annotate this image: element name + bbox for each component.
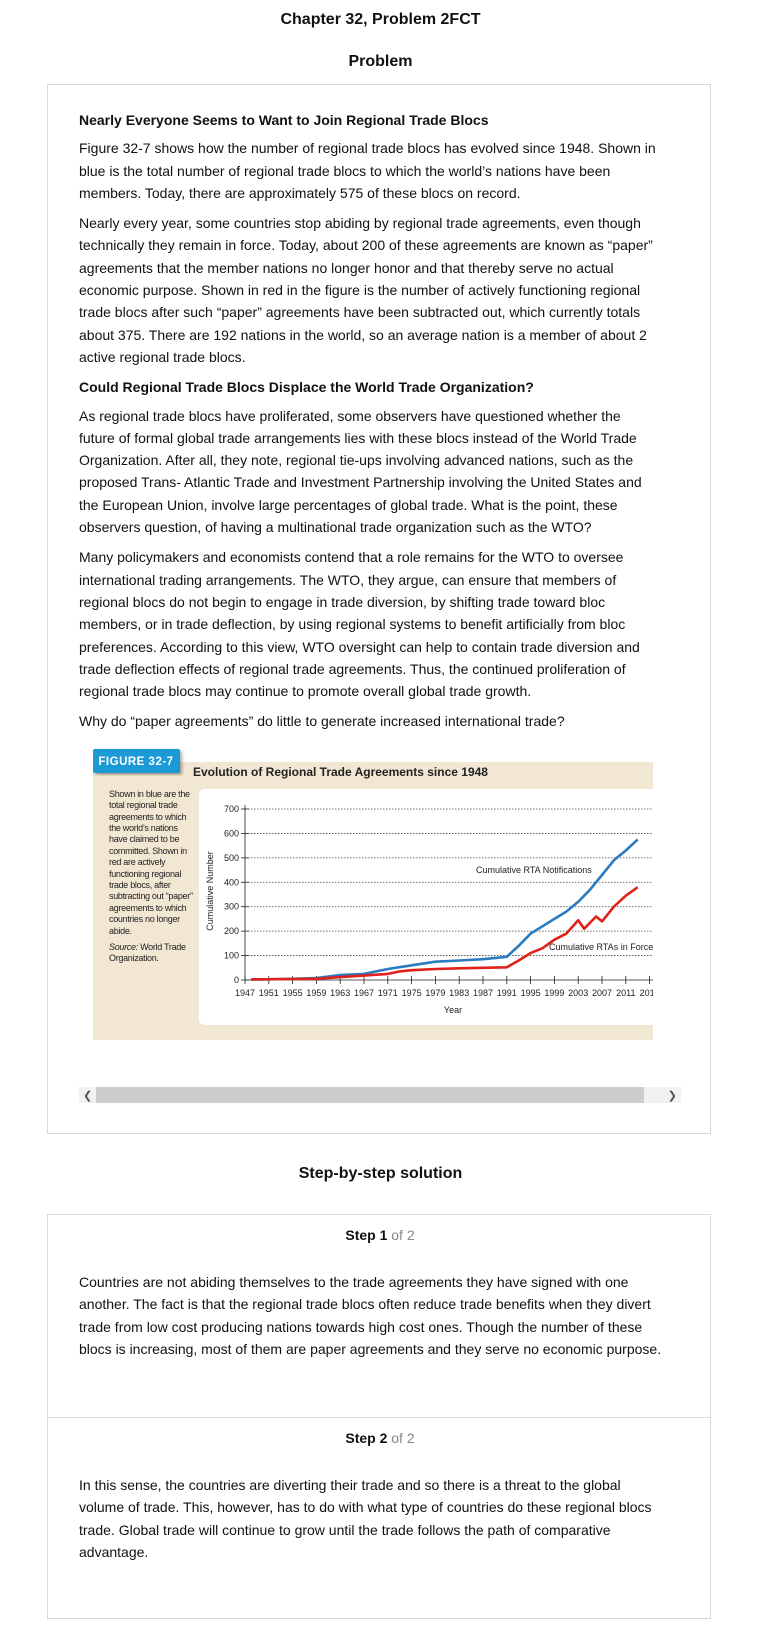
scrollbar[interactable]: ❮ ❯ <box>79 1086 681 1103</box>
x-tick-label: 2003 <box>568 988 588 998</box>
scroll-left[interactable]: ❮ <box>83 1089 93 1102</box>
caption: Shown in blue are the total regional tra… <box>109 788 193 936</box>
paragraph: Nearly every year, some countries stop a… <box>79 215 653 365</box>
x-tick-label: 1971 <box>378 988 398 998</box>
x-axis-label: Year <box>444 1005 462 1015</box>
steps-box: Step 1 of 2 Countries are not abiding th… <box>47 1214 711 1619</box>
x-tick-label: 1967 <box>354 988 374 998</box>
y-tick-label: 200 <box>224 926 239 936</box>
heading: Nearly Everyone Seems to Want to Join Re… <box>79 112 489 128</box>
y-tick-label: 0 <box>234 975 239 985</box>
scroll-right[interactable]: ❯ <box>667 1089 677 1102</box>
series-line <box>250 838 639 981</box>
step-header: Step 2 of 2 <box>79 1430 681 1446</box>
source-label: Source: <box>109 942 138 952</box>
step-label: Step 1 <box>345 1227 388 1243</box>
x-tick-label: 1975 <box>402 988 422 998</box>
paragraph: Why do “paper agreements” do little to g… <box>79 713 565 730</box>
chart-title: Evolution of Regional Trade Agreements s… <box>193 765 488 779</box>
paragraph: As regional trade blocs have proliferate… <box>79 407 642 536</box>
chart: FIGURE 32-7 Evolution of Regional Trade … <box>93 748 653 1040</box>
x-tick-label: 1947 <box>235 988 255 998</box>
x-tick-label: 1955 <box>283 988 303 998</box>
figure-label: FIGURE 32-7 <box>98 756 173 768</box>
series-line <box>250 885 639 981</box>
x-tick-label: 1999 <box>544 988 564 998</box>
paragraph: Many policymakers and economists contend… <box>79 549 640 700</box>
x-tick-label: 1983 <box>449 988 469 998</box>
y-tick-label: 500 <box>224 853 239 863</box>
x-tick-label: 1995 <box>521 988 541 998</box>
figure-note: Shown in blue are the total regional tra… <box>109 789 197 965</box>
scroll-thumb[interactable] <box>96 1086 644 1103</box>
step-text: In this sense, the countries are diverti… <box>79 1477 652 1560</box>
x-tick-label: 1951 <box>259 988 279 998</box>
x-tick-label: 1963 <box>330 988 350 998</box>
y-axis-label: Cumulative Number <box>205 851 215 931</box>
x-tick-label: 1959 <box>306 988 326 998</box>
series-label: Cumulative RTA Notifications <box>476 865 592 875</box>
x-tick-label: 2007 <box>592 988 612 998</box>
series-label: Cumulative RTAs in Force <box>549 942 653 952</box>
step-header: Step 1 of 2 <box>79 1227 681 1243</box>
figure-badge <box>93 748 180 773</box>
x-tick-label: 2011 <box>616 988 635 998</box>
page-title: Chapter 32, Problem 2FCT <box>280 11 481 28</box>
x-tick-label: 2015 <box>640 988 653 998</box>
step-count: of 2 <box>391 1227 415 1243</box>
heading: Could Regional Trade Blocs Displace the … <box>79 379 534 396</box>
x-tick-label: 1979 <box>425 988 445 998</box>
step: Step 2 of 2 In this sense, the countries… <box>48 1417 710 1619</box>
x-tick-label: 1987 <box>473 988 493 998</box>
y-tick-label: 300 <box>224 901 239 911</box>
y-tick-label: 100 <box>224 950 239 960</box>
figure: FIGURE 32-7 Evolution of Regional Trade … <box>93 747 681 1053</box>
step: Step 1 of 2 Countries are not abiding th… <box>48 1215 710 1417</box>
problem-box: Nearly Everyone Seems to Want to Join Re… <box>47 84 711 1134</box>
source: Source: World Trade Organization. <box>109 942 197 965</box>
y-tick-label: 600 <box>224 828 239 838</box>
paragraph: Figure 32-7 shows how the number of regi… <box>79 140 656 201</box>
y-tick-label: 700 <box>224 804 239 814</box>
source-text: World Trade Organization. <box>109 942 186 964</box>
step-label: Step 2 <box>345 1430 388 1446</box>
solution-title: Step-by-step solution <box>298 1165 463 1182</box>
y-tick-label: 400 <box>224 877 239 887</box>
step-count: of 2 <box>391 1430 415 1446</box>
x-tick-label: 1991 <box>497 988 517 998</box>
step-text: Countries are not abiding themselves to … <box>79 1274 662 1357</box>
section-title: Problem <box>348 53 413 70</box>
